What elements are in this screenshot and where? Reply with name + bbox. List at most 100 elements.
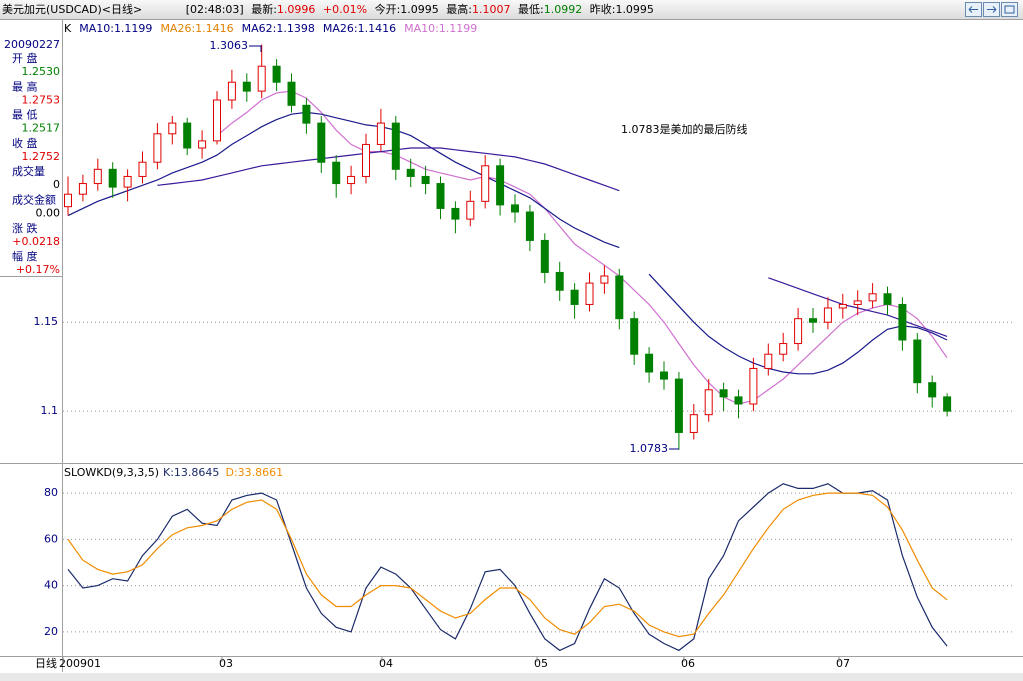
status-bar [0, 673, 1023, 681]
candle-body [645, 353, 654, 373]
candle-body [287, 81, 296, 106]
info-value: 1.2517 [22, 122, 61, 135]
label: 最高: [446, 3, 473, 16]
candle-body [913, 339, 922, 384]
candle-body [823, 307, 832, 323]
ma-line [67, 111, 948, 375]
candle-body [242, 81, 251, 92]
candle-body [466, 200, 475, 220]
x-tick-label: 05 [534, 657, 548, 670]
candle-body [496, 165, 505, 206]
legend-entry: K:13.8645 [163, 466, 219, 479]
info-label: 涨 跌 [12, 221, 38, 235]
candle-body [347, 175, 356, 185]
legend-entry: MA26:1.1416 [323, 22, 396, 35]
candle-body [600, 275, 609, 284]
info-label: 收 盘 [12, 136, 38, 150]
y-tick-label: 60 [44, 532, 58, 545]
x-tick-label: 日线 [35, 656, 57, 670]
y-tick-label: 80 [44, 486, 58, 499]
info-label: 成交金额 [12, 193, 56, 207]
candle-body [540, 239, 549, 273]
candle-body [376, 122, 385, 145]
candle-body [570, 289, 579, 305]
candle-body [585, 282, 594, 305]
value: 1.0992 [543, 3, 583, 16]
candle-body [332, 161, 341, 185]
candle-body [64, 193, 72, 208]
candle-body [511, 204, 519, 213]
candle-body [853, 300, 862, 305]
x-tick-label: 07 [836, 657, 850, 670]
candle-body [689, 414, 698, 433]
candle-body [749, 367, 758, 405]
candle-body [272, 65, 281, 83]
candle-body [779, 343, 788, 355]
candle-body [213, 99, 221, 142]
candle-body [794, 318, 803, 345]
info-label: 开 盘 [12, 51, 38, 65]
candle-body [451, 207, 460, 220]
x-tick-label: 03 [219, 657, 233, 670]
value: +0.01% [322, 3, 368, 16]
value: 今开:1.0995 [374, 3, 439, 16]
candle-body [138, 161, 147, 177]
candle-body [928, 382, 937, 398]
nav-buttons[interactable] [965, 2, 1019, 17]
candle-body [704, 389, 713, 416]
title: 美元加元(USDCAD)<日线> [2, 3, 143, 16]
candle-body [883, 293, 892, 305]
info-value: +0.0218 [12, 235, 60, 248]
ma-line [216, 90, 948, 405]
chart-title: SLOWKD(9,3,3,5) [64, 466, 159, 479]
info-label: 最 低 [12, 109, 38, 122]
annotation: 1.3063 [210, 39, 249, 52]
kd-line [67, 483, 948, 652]
candle-body [93, 168, 102, 185]
value: 1.1007 [472, 3, 511, 16]
candle-body [660, 371, 668, 380]
candle-body [317, 122, 326, 163]
candle-body [734, 396, 743, 405]
candle-body [153, 133, 162, 163]
candle-body [630, 318, 639, 355]
time: [02:48:03] [185, 3, 244, 16]
x-tick-label: 06 [681, 657, 695, 670]
candle-body [227, 81, 236, 101]
candle-body [674, 378, 683, 433]
info-value: 1.2530 [22, 65, 61, 78]
label: 最低: [518, 3, 544, 16]
candle-body [406, 168, 415, 177]
info-label: 最 高 [12, 79, 38, 93]
candle-body [809, 318, 817, 323]
x-tick-label: 04 [379, 657, 393, 670]
info-value: 0 [53, 178, 60, 191]
candle-body [123, 175, 132, 188]
value: 1.0996 [276, 3, 316, 16]
candle-body [257, 65, 266, 92]
candle-body [555, 271, 564, 291]
info-value: 1.2753 [22, 93, 61, 106]
candle-body [108, 168, 117, 188]
candle-body [198, 140, 207, 149]
kd-line [67, 492, 948, 638]
button[interactable] [1001, 2, 1018, 17]
candle-body [421, 175, 430, 185]
candle-body [391, 122, 400, 170]
y-tick-label: 1.15 [34, 315, 59, 328]
value: 昨收:1.0995 [589, 3, 654, 16]
annotation: 1.0783是美加的最后防线 [621, 122, 748, 136]
legend-entry: K [64, 22, 72, 35]
candle-body [525, 211, 534, 241]
header-bar: 美元加元(USDCAD)<日线> [02:48:03] 最新:1.0996 +0… [0, 0, 1023, 20]
candle-body [481, 165, 490, 202]
legend-entry: MA10:1.1199 [79, 22, 152, 35]
candle-body [898, 303, 907, 341]
candle-body [838, 303, 847, 309]
icon [968, 5, 1015, 14]
legend-entry: MA26:1.1416 [160, 22, 233, 35]
candle-body [183, 122, 192, 149]
candle-body [168, 122, 177, 135]
x-tick-label: 200901 [59, 657, 101, 670]
